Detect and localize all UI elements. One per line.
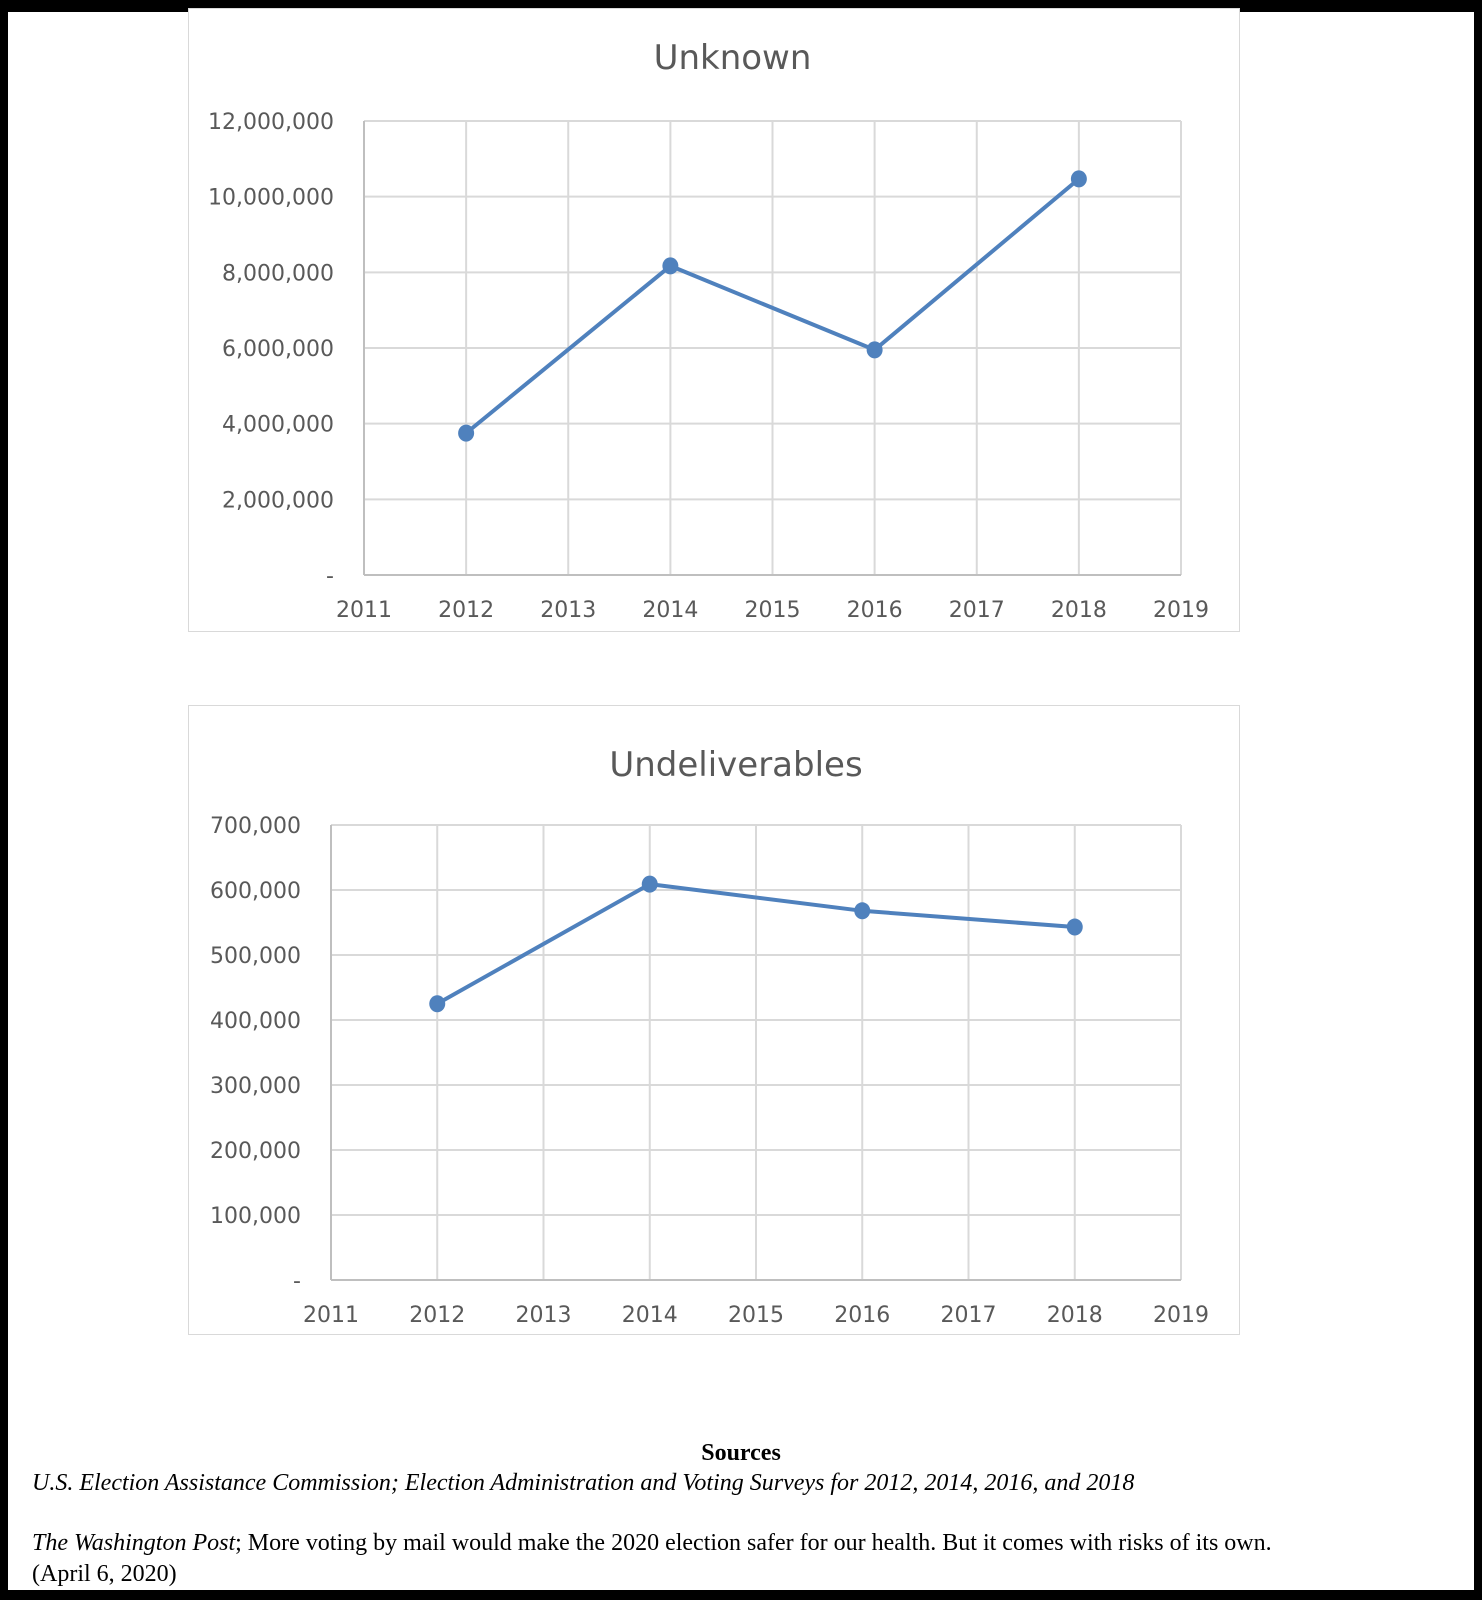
x-tick-label: 2017 [949,598,1005,623]
data-point [1070,170,1087,188]
source-article: ; More voting by mail would make the 202… [235,1530,1272,1556]
y-tick-label: 8,000,000 [222,261,334,286]
data-point [866,341,883,359]
data-point [854,902,871,920]
sources-heading: Sources [701,1440,781,1466]
source-publication: The Washington Post [32,1530,236,1556]
y-tick-label: 100,000 [210,1204,301,1229]
page: Unknown - 2,000,000 4,000,000 6,000,000 8,000… [8,8,1474,1590]
y-tick-label: 2,000,000 [222,488,334,513]
x-tick-label: 2018 [1051,598,1107,623]
y-tick-label: 200,000 [210,1139,301,1164]
x-tick-label: 2015 [728,1303,784,1328]
y-tick-label: - [326,564,334,589]
x-tick-label: 2016 [834,1303,890,1328]
series-line [464,177,1081,435]
x-tick-label: 2012 [409,1303,465,1328]
x-tick-label: 2012 [438,598,494,623]
data-point [1066,918,1083,936]
undeliverables-chart-svg: Undeliverables - 100,000 200,000 300,000 400,… [210,745,1209,1328]
source-washington-post: The Washington Post; More voting by mail… [32,1530,1482,1557]
y-tick-label: 400,000 [210,1009,301,1034]
y-tick-label: 500,000 [210,944,301,969]
x-tick-label: 2015 [745,598,801,623]
y-tick-label: 10,000,000 [208,186,334,211]
unknown-chart: Unknown - 2,000,000 4,000,000 6,000,000 8,000… [188,8,1240,632]
source-eac: U.S. Election Assistance Commission; Ele… [32,1470,1135,1496]
y-tick-label: 4,000,000 [222,413,334,438]
series-line [436,882,1075,1006]
x-tick-label: 2014 [642,598,698,623]
y-tick-label: 12,000,000 [208,110,334,135]
x-tick-label: 2011 [303,1303,359,1328]
y-tick-label: 600,000 [210,879,301,904]
x-tick-label: 2019 [1153,1303,1209,1328]
x-tick-label: 2014 [622,1303,678,1328]
y-tick-label: - [293,1269,301,1294]
x-tick-label: 2011 [336,598,392,623]
chart-title: Undeliverables [609,745,862,785]
chart-title: Unknown [654,38,812,78]
data-point [641,875,658,893]
y-tick-label: 300,000 [210,1074,301,1099]
data-point [458,424,475,442]
x-tick-label: 2019 [1153,598,1209,623]
y-tick-label: 6,000,000 [222,337,334,362]
y-tick-label: 700,000 [210,814,301,839]
undeliverables-chart: Undeliverables - 100,000 200,000 300,000 400,… [188,705,1240,1335]
source-date: (April 6, 2020) [32,1561,177,1587]
x-tick-label: 2013 [516,1303,572,1328]
x-tick-label: 2017 [941,1303,997,1328]
x-tick-label: 2016 [847,598,903,623]
data-point [429,995,446,1013]
unknown-chart-svg: Unknown - 2,000,000 4,000,000 6,000,000 8,000… [208,38,1209,623]
x-tick-label: 2018 [1047,1303,1103,1328]
data-point [662,257,679,275]
x-tick-label: 2013 [540,598,596,623]
